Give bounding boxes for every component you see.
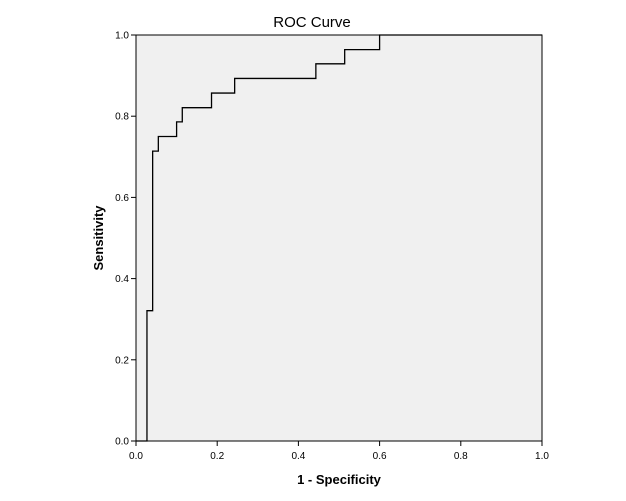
axis-ticks: [131, 34, 543, 446]
x-tick-label: 0.6: [373, 451, 387, 462]
plot-area: [135, 34, 543, 442]
y-tick-label: 0.4: [115, 274, 129, 285]
axis-tick-labels: 0.0 0.2 0.4 0.6 0.8 1.0 0.0 0.2 0.4 0.6 0.8 1.0: [115, 31, 549, 463]
chart-title: ROC Curve: [273, 14, 351, 31]
y-tick-label: 1.0: [115, 31, 129, 42]
y-tick-label: 0.0: [115, 437, 129, 448]
x-tick-label: 0.0: [129, 451, 143, 462]
x-tick-label: 1.0: [535, 451, 549, 462]
x-axis-title: 1 - Specificity: [297, 472, 382, 487]
roc-curve-line: [136, 34, 542, 442]
y-tick-label: 0.8: [115, 112, 129, 123]
y-tick-label: 0.2: [115, 355, 129, 366]
x-tick-label: 0.4: [291, 451, 305, 462]
x-tick-label: 0.8: [454, 451, 468, 462]
y-tick-label: 0.6: [115, 193, 129, 204]
y-axis-title: Sensitivity: [91, 205, 106, 271]
x-tick-label: 0.2: [210, 451, 224, 462]
